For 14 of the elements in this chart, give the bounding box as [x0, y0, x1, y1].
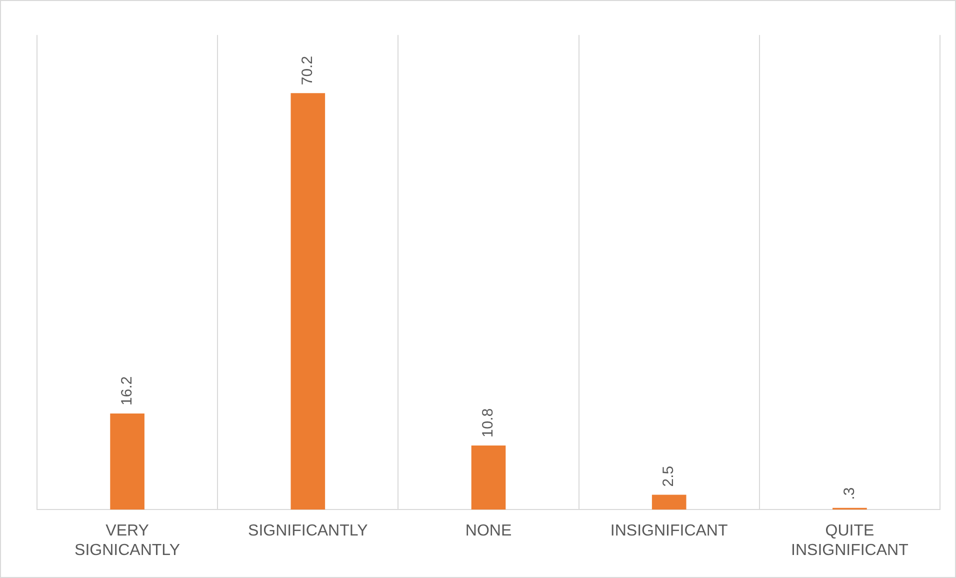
data-label: 16.2 — [118, 376, 136, 406]
x-tick-label: VERY SIGNICANTLY — [74, 522, 180, 559]
bar — [110, 413, 144, 510]
data-label: .3 — [840, 487, 858, 500]
x-tick-label: INSIGNIFICANT — [610, 522, 728, 540]
data-label: 70.2 — [299, 56, 316, 86]
x-tick-label: SIGNIFICANTLY — [248, 522, 368, 540]
data-label: 10.8 — [480, 408, 497, 438]
bar — [652, 494, 686, 510]
bar — [290, 93, 326, 510]
data-label: 2.5 — [660, 466, 678, 487]
x-tick-label: NONE — [465, 522, 512, 540]
x-tick-label: QUITE INSIGNIFICANT — [791, 522, 909, 559]
bar — [471, 446, 506, 510]
